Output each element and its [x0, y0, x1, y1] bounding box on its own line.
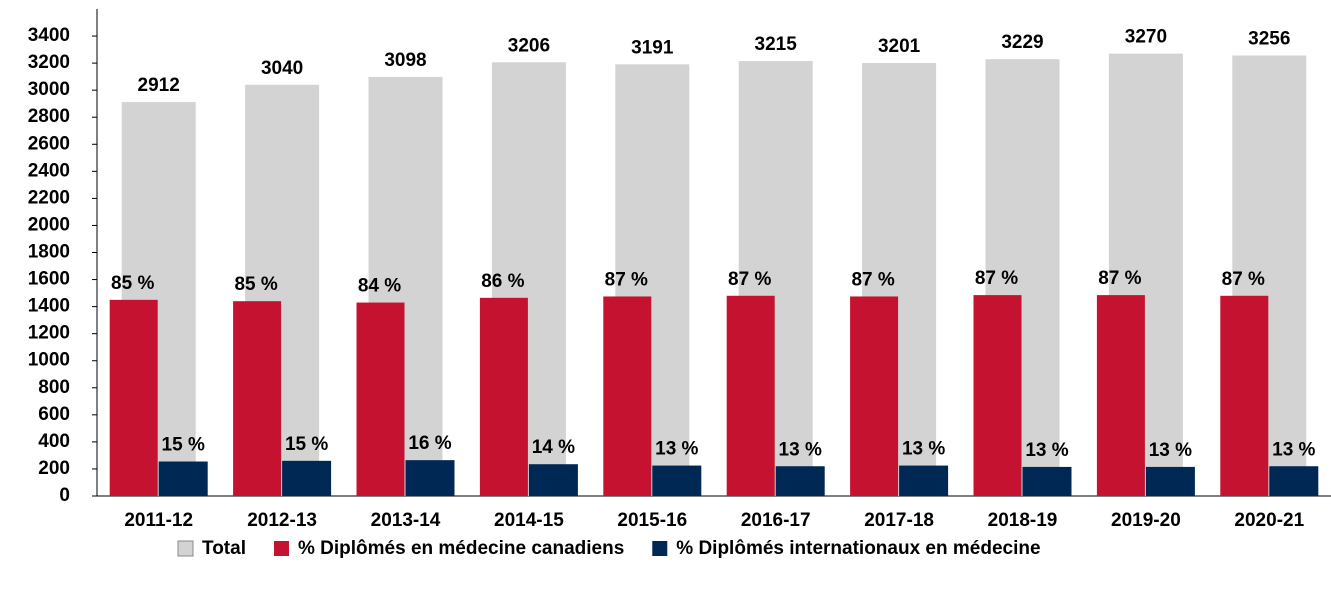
x-tick-label: 2012-13: [247, 510, 317, 531]
y-tick-label: 2800: [28, 106, 70, 127]
value-label: 15 %: [162, 435, 205, 456]
x-tick-label: 2020-21: [1234, 510, 1304, 531]
x-tick-label: 2014-15: [494, 510, 564, 531]
value-label: 3206: [508, 35, 550, 56]
y-tick-label: 2200: [28, 187, 70, 208]
legend-label: % Diplômés en médecine canadiens: [298, 538, 624, 559]
bar: [850, 296, 899, 496]
y-tick-label: 1000: [28, 350, 70, 371]
y-tick-label: 1600: [28, 269, 70, 290]
value-label: 3256: [1248, 29, 1290, 50]
x-tick-label: 2019-20: [1111, 510, 1181, 531]
value-label: 87 %: [728, 269, 771, 290]
bar: [479, 297, 528, 496]
bar: [233, 301, 282, 496]
value-label: 13 %: [779, 439, 822, 460]
value-label: 3215: [755, 34, 798, 55]
legend-swatch: [273, 541, 289, 556]
legend-swatch: [652, 541, 668, 556]
value-label: 14 %: [532, 437, 575, 458]
x-tick-label: 2018-19: [988, 510, 1058, 531]
y-tick-label: 200: [38, 458, 70, 479]
y-tick-label: 3400: [28, 25, 70, 46]
bar: [158, 461, 208, 496]
y-tick-label: 600: [38, 404, 70, 425]
bar: [528, 464, 578, 496]
value-label: 87 %: [605, 269, 648, 290]
value-label: 3040: [261, 58, 303, 79]
bar: [109, 299, 158, 496]
value-label: 2912: [138, 75, 180, 96]
value-label: 85 %: [111, 273, 154, 294]
y-tick-label: 1200: [28, 323, 70, 344]
value-label: 3191: [631, 37, 674, 58]
x-tick-label: 2011-12: [124, 510, 193, 531]
y-tick-label: 3200: [28, 52, 70, 73]
value-label: 3229: [1001, 32, 1043, 53]
value-label: 87 %: [1098, 268, 1141, 289]
bar: [603, 296, 652, 496]
value-label: 87 %: [975, 268, 1018, 289]
y-tick-label: 1400: [28, 296, 70, 317]
value-label: 87 %: [1222, 269, 1265, 290]
y-tick-label: 2400: [28, 160, 70, 181]
value-label: 3270: [1125, 27, 1167, 48]
value-label: 16 %: [408, 433, 451, 454]
bar: [1096, 295, 1145, 496]
value-label: 13 %: [902, 439, 945, 460]
bar: [282, 460, 332, 496]
value-label: 86 %: [481, 271, 524, 292]
bar: [356, 302, 405, 496]
y-tick-label: 400: [38, 431, 70, 452]
x-tick-label: 2015-16: [617, 510, 687, 531]
y-tick-label: 800: [38, 377, 70, 398]
value-label: 13 %: [655, 439, 698, 460]
bar: [899, 465, 949, 496]
legend-label: % Diplômés internationaux en médecine: [676, 538, 1040, 559]
value-label: 13 %: [1149, 440, 1192, 461]
value-label: 84 %: [358, 276, 401, 297]
y-tick-label: 3000: [28, 79, 70, 100]
value-label: 13 %: [1272, 439, 1315, 460]
bar: [1220, 295, 1269, 496]
value-label: 3201: [878, 36, 921, 57]
x-tick-label: 2013-14: [371, 510, 441, 531]
legend-swatch: [177, 540, 194, 557]
value-label: 15 %: [285, 434, 328, 455]
value-label: 87 %: [851, 269, 894, 290]
legend-label: Total: [202, 538, 246, 559]
bar: [652, 465, 702, 496]
value-label: 85 %: [234, 274, 277, 295]
x-tick-label: 2017-18: [864, 510, 934, 531]
x-tick-label: 2016-17: [741, 510, 811, 531]
bar: [1145, 466, 1195, 496]
bar: [1022, 466, 1072, 496]
value-label: 13 %: [1025, 440, 1068, 461]
y-tick-label: 0: [59, 485, 70, 506]
bar: [405, 460, 455, 496]
y-tick-label: 1800: [28, 242, 70, 263]
y-tick-label: 2600: [28, 133, 70, 154]
bar: [973, 295, 1022, 496]
bar: [1269, 466, 1319, 496]
value-label: 3098: [384, 50, 426, 71]
bar: [726, 295, 775, 496]
y-tick-label: 2000: [28, 214, 70, 235]
bar: [775, 466, 825, 496]
